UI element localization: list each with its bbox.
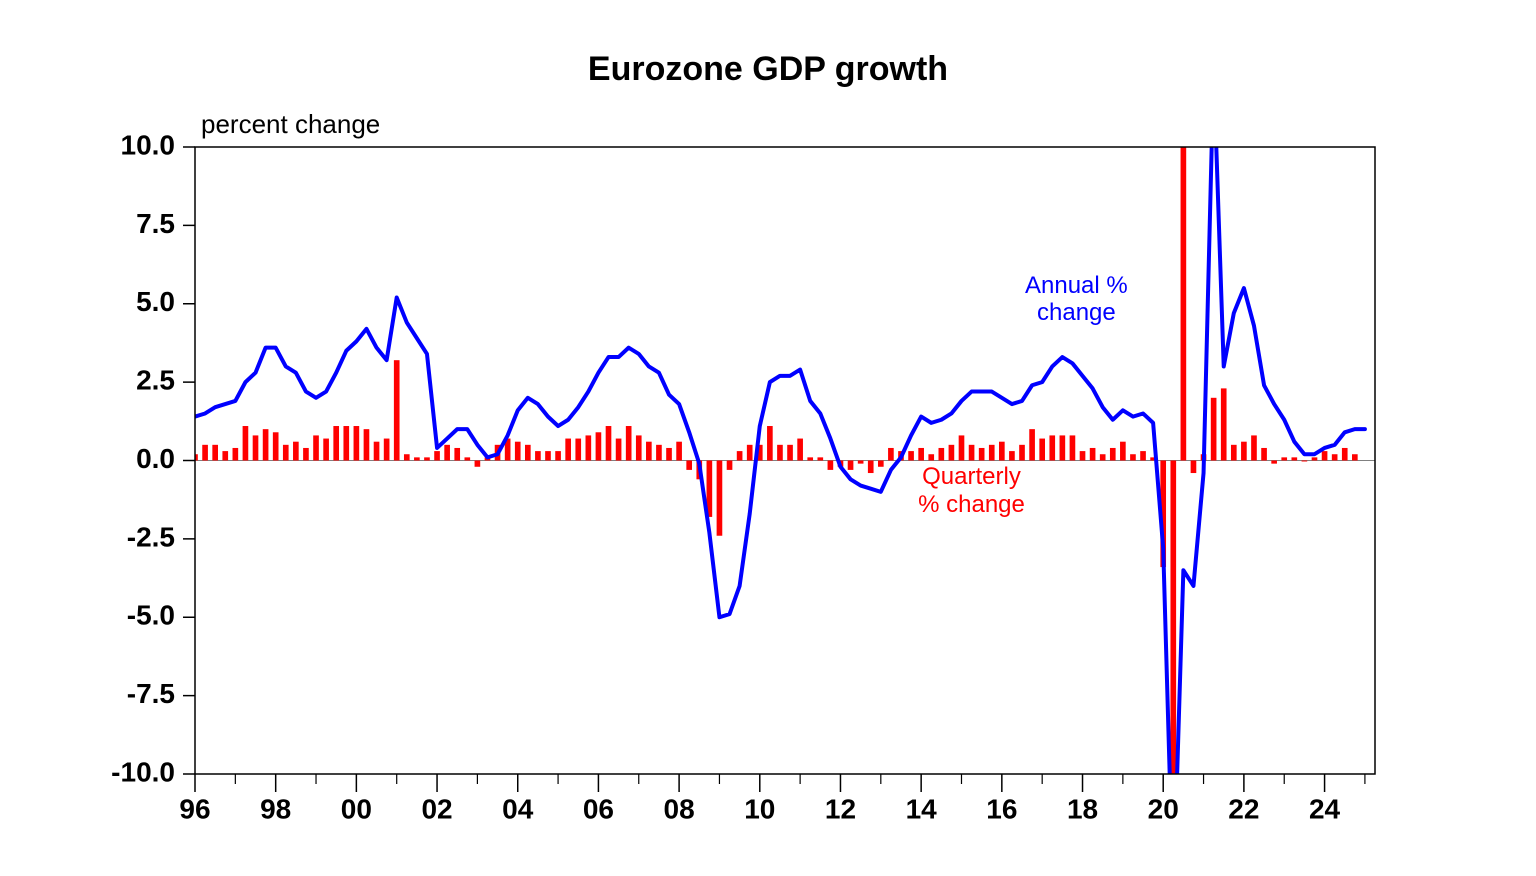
legend-quarterly-line2: % change (918, 491, 1025, 518)
svg-text:7.5: 7.5 (136, 208, 175, 239)
legend-quarterly-line1: Quarterly (922, 463, 1021, 490)
svg-text:5.0: 5.0 (136, 286, 175, 317)
svg-text:22: 22 (1228, 794, 1259, 825)
svg-text:96: 96 (179, 794, 210, 825)
chart-subtitle: percent change (201, 109, 380, 140)
svg-text:-2.5: -2.5 (127, 521, 175, 552)
svg-text:14: 14 (906, 794, 938, 825)
svg-text:08: 08 (664, 794, 695, 825)
chart-title: Eurozone GDP growth (0, 50, 1536, 89)
svg-text:98: 98 (260, 794, 291, 825)
legend-quarterly: Quarterly % change (891, 463, 1051, 518)
svg-text:24: 24 (1309, 794, 1341, 825)
svg-text:10: 10 (744, 794, 775, 825)
bars-quarterly (192, 84, 1357, 805)
svg-text:06: 06 (583, 794, 614, 825)
svg-text:-5.0: -5.0 (127, 600, 175, 631)
legend-annual: Annual % change (996, 272, 1156, 327)
svg-text:-7.5: -7.5 (127, 678, 175, 709)
line-annual (195, 69, 1365, 876)
svg-text:12: 12 (825, 794, 856, 825)
svg-text:-10.0: -10.0 (111, 756, 175, 787)
svg-text:20: 20 (1148, 794, 1179, 825)
svg-text:0.0: 0.0 (136, 443, 175, 474)
chart-container: Eurozone GDP growth percent change -10.0… (0, 0, 1536, 876)
svg-text:02: 02 (421, 794, 452, 825)
svg-text:2.5: 2.5 (136, 365, 175, 396)
legend-annual-line2: change (1037, 299, 1116, 326)
legend-annual-line1: Annual % (1025, 272, 1128, 299)
svg-text:10.0: 10.0 (121, 129, 176, 160)
svg-text:04: 04 (502, 794, 534, 825)
svg-text:16: 16 (986, 794, 1017, 825)
svg-text:18: 18 (1067, 794, 1098, 825)
svg-text:00: 00 (341, 794, 372, 825)
